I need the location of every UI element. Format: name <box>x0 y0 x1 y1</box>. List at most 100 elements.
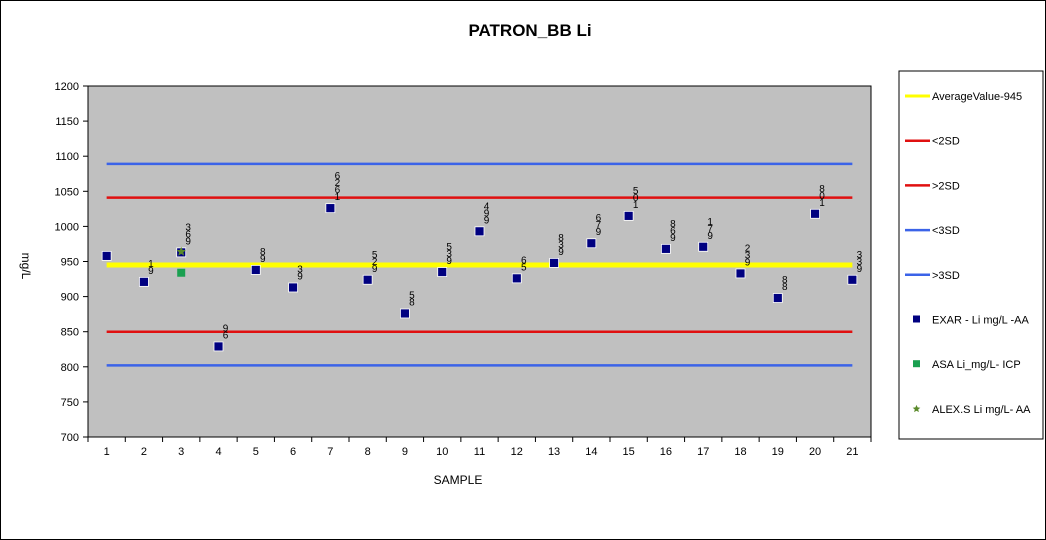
data-label: 3 <box>446 249 452 260</box>
legend-label: <3SD <box>932 225 960 237</box>
data-label: 9 <box>185 236 191 247</box>
data-label: 9 <box>446 256 452 267</box>
data-labels: 1936996893962615295853949965839679501869… <box>148 171 862 341</box>
data-point <box>139 276 149 287</box>
legend-swatch <box>912 404 921 413</box>
data-label: 1 <box>335 192 341 203</box>
legend-label: <2SD <box>932 136 960 148</box>
legend-label: ASA Li_mg/L- ICP <box>932 359 1021 371</box>
data-label: 1 <box>819 198 825 209</box>
data-label: 8 <box>782 282 788 293</box>
data-label: 6 <box>596 213 602 224</box>
x-axis: 1 2 3 4 5 6 7 8 9 10 11 12 13 14 15 16 17 18 19 20 21 <box>87 437 872 458</box>
x-tick-label: 9 <box>402 446 408 458</box>
x-tick-label: 12 <box>511 446 523 458</box>
data-label: 6 <box>670 226 676 237</box>
data-label: 0 <box>633 193 639 204</box>
data-label: 9 <box>707 231 713 242</box>
data-point <box>772 293 783 303</box>
legend-label: ALEX.S Li mg/L- AA <box>932 404 1031 416</box>
data-points <box>101 203 858 352</box>
data-label: 1 <box>148 259 154 270</box>
data-label: 9 <box>148 266 154 277</box>
y-tick-label: 950 <box>61 257 79 269</box>
y-tick-label: 750 <box>61 397 79 409</box>
data-label: 5 <box>409 290 415 301</box>
data-point <box>177 268 186 277</box>
data-label: 6 <box>185 229 191 240</box>
data-label: 0 <box>819 191 825 202</box>
legend-label: EXAR - Li mg/L -AA <box>932 315 1029 327</box>
data-label: 3 <box>857 250 863 261</box>
x-tick-label: 5 <box>253 446 259 458</box>
reference-lines <box>106 162 853 367</box>
data-label: 9 <box>297 271 303 282</box>
legend-box <box>898 70 1044 440</box>
data-label: 5 <box>521 262 527 273</box>
data-label: 8 <box>782 275 788 286</box>
x-tick-label: 13 <box>548 446 560 458</box>
x-tick-label: 11 <box>474 446 485 458</box>
y-tick-label: 700 <box>61 432 79 444</box>
data-point <box>288 282 298 293</box>
data-label: 6 <box>223 330 229 341</box>
data-point <box>511 273 522 284</box>
data-point <box>623 210 634 221</box>
data-point <box>400 308 410 319</box>
data-label: 9 <box>558 247 564 258</box>
data-label: 9 <box>223 323 229 334</box>
data-label: 9 <box>260 254 266 265</box>
data-label: 3 <box>857 257 863 268</box>
x-tick-label: 19 <box>772 446 784 458</box>
y-tick-label: 800 <box>61 362 79 374</box>
x-tick-label: 16 <box>660 446 672 458</box>
data-label: 3 <box>745 250 751 261</box>
data-point <box>325 203 336 214</box>
legend-label: >3SD <box>932 270 960 282</box>
data-label: 9 <box>596 227 602 238</box>
data-point <box>474 226 485 237</box>
x-tick-label: 7 <box>327 446 333 458</box>
data-label: 6 <box>335 185 341 196</box>
data-label: 8 <box>260 247 266 258</box>
data-point <box>586 238 597 249</box>
y-tick-label: 1150 <box>55 116 79 128</box>
data-point <box>810 208 820 219</box>
x-tick-label: 14 <box>585 446 597 458</box>
x-tick-label: 6 <box>290 446 296 458</box>
x-tick-label: 18 <box>734 446 746 458</box>
plot-area <box>87 85 872 438</box>
data-label: 8 <box>409 297 415 308</box>
data-label: 6 <box>521 255 527 266</box>
y-tick-label: 1000 <box>55 221 79 233</box>
data-point <box>698 241 709 252</box>
legend-label: >2SD <box>932 180 960 192</box>
data-point <box>847 274 858 285</box>
data-label: 7 <box>707 224 713 235</box>
x-tick-label: 1 <box>104 446 110 458</box>
data-label: 9 <box>372 264 378 275</box>
data-label: 2 <box>372 257 378 268</box>
x-axis-label: SAMPLE <box>434 473 483 487</box>
y-tick-label: 850 <box>61 327 79 339</box>
data-label: 1 <box>707 217 713 228</box>
data-label: 8 <box>819 184 825 195</box>
data-label: 3 <box>558 240 564 251</box>
data-label: 8 <box>670 219 676 230</box>
y-tick-label: 1200 <box>55 81 79 93</box>
data-label: 8 <box>558 233 564 244</box>
y-tick-label: 1050 <box>55 186 79 198</box>
data-label: 7 <box>596 220 602 231</box>
x-tick-label: 8 <box>365 446 371 458</box>
y-tick-label: 1100 <box>55 151 79 163</box>
y-tick-label: 900 <box>61 292 79 304</box>
data-label: 5 <box>372 250 378 261</box>
data-point <box>549 258 559 268</box>
x-tick-label: 21 <box>846 446 858 458</box>
y-axis-label: mg/L <box>19 253 33 280</box>
data-label: 3 <box>185 222 191 233</box>
data-label: 2 <box>745 243 751 254</box>
x-tick-label: 10 <box>436 446 448 458</box>
data-label: 9 <box>670 233 676 244</box>
